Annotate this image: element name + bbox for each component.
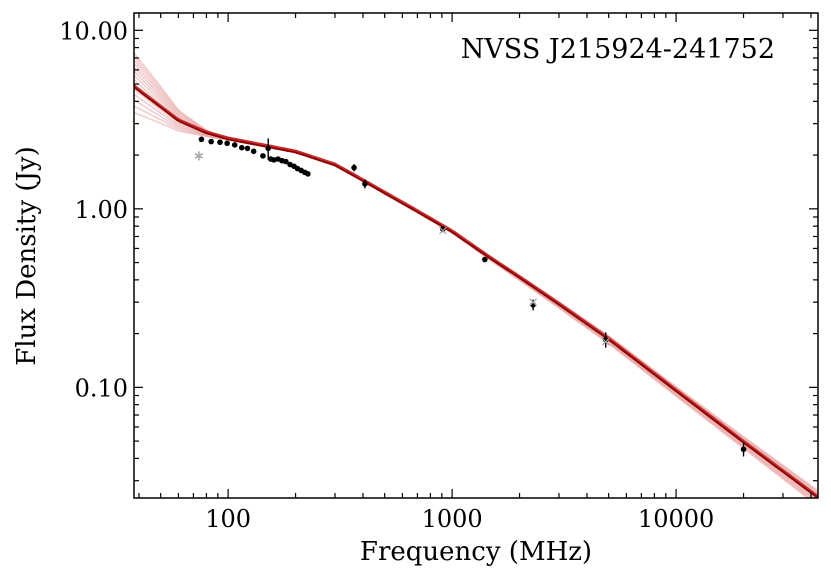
plot-frame [133,12,819,499]
x-tick-label: 10000 [638,505,714,533]
data-point [244,145,251,152]
excluded-point [194,151,204,161]
x-axis-label: Frequency (MHz) [360,537,592,567]
y-tick-label: 0.10 [75,374,128,402]
data-point [305,171,311,177]
data-point [260,153,266,159]
model-best-fit-curve [134,86,818,498]
residual-marker [529,298,538,307]
data-point [231,142,238,148]
plot-area [134,52,818,498]
y-tick-label: 1.00 [75,196,128,224]
data-point [265,145,272,152]
data-point [250,148,257,155]
data-point [198,136,205,143]
model-mean-curve [134,84,818,498]
residual-marker [601,337,610,346]
data-point [238,144,245,151]
data-point [208,138,214,145]
data-point [271,157,277,163]
data-point [351,164,357,171]
data-point [217,139,223,146]
x-tick-label: 100 [205,505,251,533]
data-point [362,181,368,187]
axes: 100 1000 10000 10.00 1.00 0.10 [59,13,818,533]
residual-marker-stroke [438,226,447,235]
y-axis-label: Flux Density (Jy) [12,146,42,365]
data-point [440,226,446,232]
data-point [283,158,289,165]
y-tick-label: 10.00 [59,17,128,45]
residual-marker [438,226,447,235]
residual-marker-stroke [529,298,538,307]
excluded-point-stroke [194,152,204,159]
chart-title: NVSS J215924-241752 [461,34,775,65]
data-point [740,446,747,453]
data-point [482,256,488,263]
data-point [224,140,230,147]
residual-marker-stroke [601,337,610,346]
x-tick-label: 1000 [422,505,483,533]
